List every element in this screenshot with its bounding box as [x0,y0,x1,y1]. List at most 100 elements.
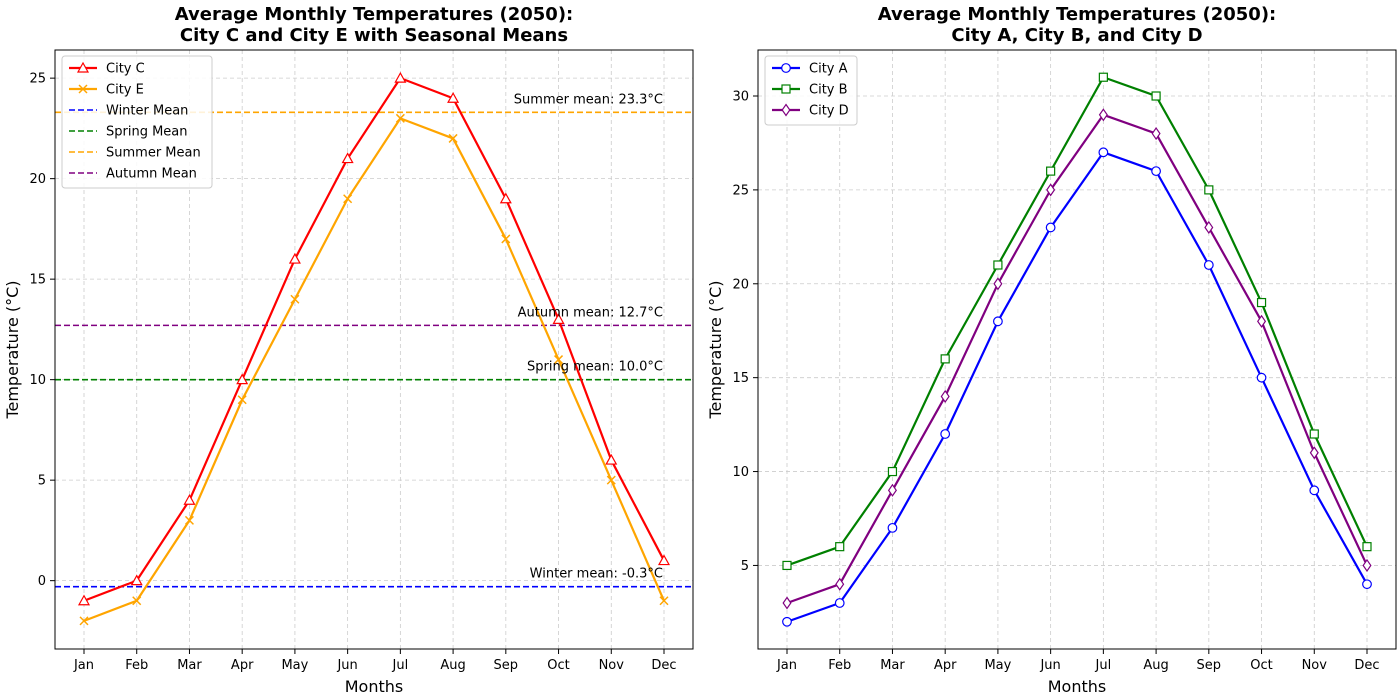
data-point [835,577,845,591]
legend-label: Spring Mean [106,125,188,140]
data-point [834,598,845,608]
reference-line-label: Summer mean: 23.3°C [514,92,663,107]
y-tick-label: 15 [732,371,749,386]
data-point [237,395,247,405]
data-point [782,616,792,627]
legend-entry: Autumn Mean [69,167,197,182]
x-tick-label: Oct [547,658,569,673]
series-city-e [79,113,669,626]
x-tick-label: Aug [440,658,465,673]
series-city-d [782,108,1372,610]
legend-marker [76,61,90,73]
x-tick-label: Nov [1302,658,1328,673]
data-point [887,466,898,477]
x-tick-label: Apr [231,658,254,673]
legend-label: City D [809,104,849,119]
chart-panel-1: Winter mean: -0.3°C Spring mean: 10.0°C Su… [3,4,694,696]
x-axis-label: Months [345,677,403,696]
data-point [1204,185,1214,195]
x-axis-label: Months [1048,677,1106,696]
x-tick-label: Nov [599,658,625,673]
legend-label: City A [809,62,848,77]
data-point [993,277,1003,291]
plot-frame [757,49,1397,650]
data-point [132,596,142,606]
y-tick-label: 20 [732,277,749,292]
legend-label: Winter Mean [106,104,188,119]
data-point [1256,372,1267,383]
y-tick-label: 5 [38,474,46,489]
x-tick-label: Sep [494,658,519,673]
chart-subtitle: City C and City E with Seasonal Means [180,25,568,46]
legend-label: City B [809,83,848,98]
x-tick-label: Aug [1143,658,1168,673]
legend: City C City E Winter Mean Spring Mean Summer… [61,55,213,189]
data-point [1045,222,1056,233]
x-tick-label: Apr [934,658,957,673]
data-point [77,594,91,606]
data-point [605,453,618,465]
data-point [79,616,89,626]
x-tick-label: Jan [73,658,94,673]
data-point [554,355,564,365]
legend: City A City B City D [764,55,858,126]
y-tick-label: 25 [29,72,46,87]
data-point [1151,127,1161,141]
x-tick-label: Sep [1197,658,1222,673]
legend-entry: City B [772,83,848,98]
data-point [394,71,407,83]
data-point [236,373,249,385]
data-point [1257,314,1267,328]
y-tick-label: 10 [29,373,46,388]
data-point [1151,166,1161,177]
x-tick-label: Jun [336,658,357,673]
data-point [1203,260,1214,270]
reference-line-label: Spring mean: 10.0°C [527,360,663,375]
data-point [552,313,565,324]
data-point [1098,108,1108,122]
x-tick-label: Jan [776,658,797,673]
data-point [1098,72,1108,82]
x-tick-label: Feb [828,658,851,673]
y-tick-label: 5 [741,559,749,574]
data-point [1046,166,1056,176]
series-line [83,77,665,602]
data-point [1362,579,1372,590]
x-tick-label: Oct [1250,658,1272,673]
data-point [940,389,950,403]
legend-entry: Winter Mean [69,104,188,119]
plot-frame [54,49,694,650]
legend-marker [781,103,791,117]
data-point [499,192,512,204]
x-tick-label: Jul [1095,658,1112,673]
legend-entry: City C [69,62,145,77]
legend-entry: Spring Mean [69,125,188,140]
data-point [1309,485,1320,496]
data-point [993,316,1003,327]
data-point [130,574,143,586]
data-point [341,152,354,164]
chart-panel-2: Jan Feb Mar Apr May Jun Jul Aug Sep Oct Nov Dec 5 10 1… [706,4,1397,696]
legend-entry: City E [69,83,144,98]
data-point [1309,429,1319,439]
data-point [887,522,898,533]
series-line [83,117,666,622]
data-point [782,560,792,571]
legend-label: Autumn Mean [106,167,197,182]
data-point [290,294,300,304]
data-point [993,260,1003,270]
legend-entry: City A [772,62,848,77]
data-point [659,596,669,606]
data-point [835,542,845,552]
x-tick-label: Jun [1039,658,1060,673]
data-point [184,515,194,525]
data-point [940,429,951,439]
data-point [343,194,353,204]
x-tick-label: Mar [177,658,202,673]
y-tick-label: 10 [732,465,749,480]
x-tick-label: May [984,658,1011,673]
y-tick-label: 0 [38,574,46,589]
data-point [501,234,511,244]
x-tick-label: Feb [125,658,148,673]
